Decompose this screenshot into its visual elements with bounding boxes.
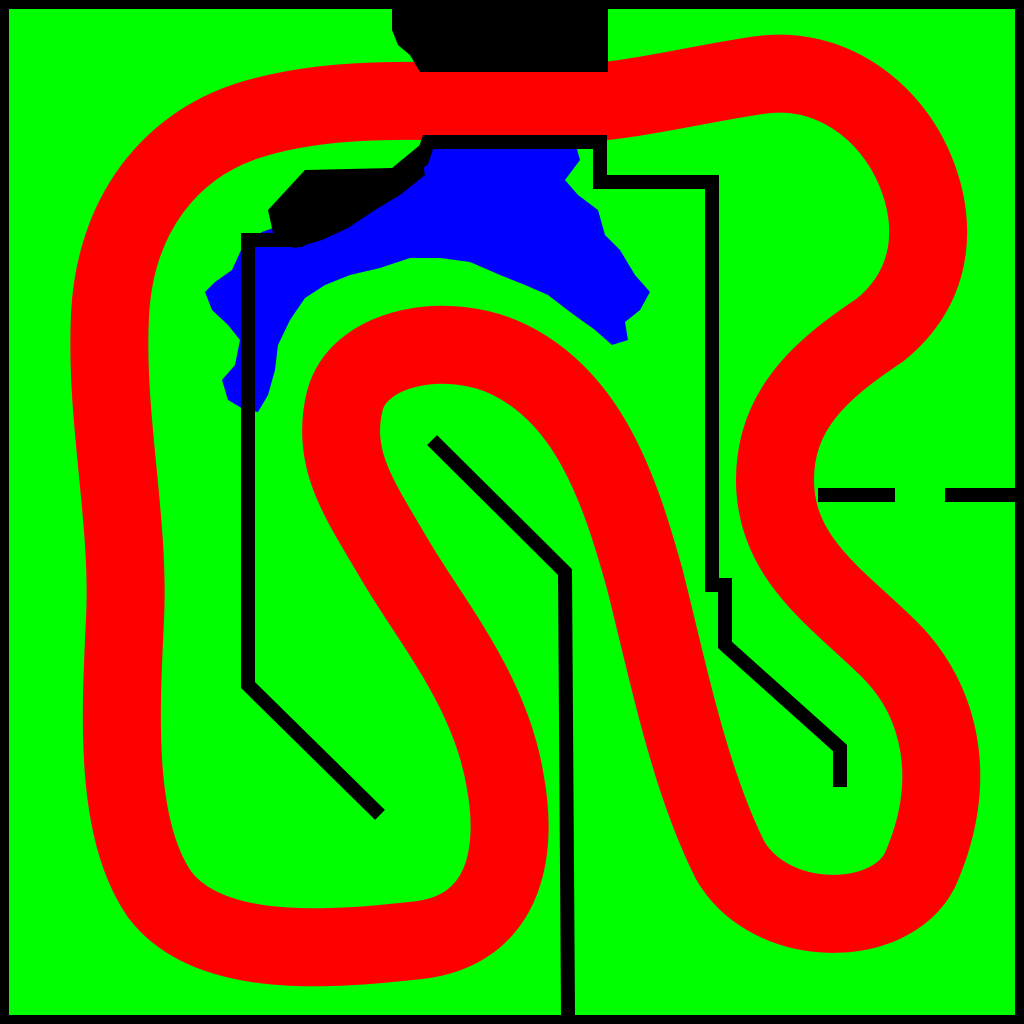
- top-gate-block: [392, 9, 608, 72]
- race-track: [70, 34, 981, 987]
- wall-lines: [241, 135, 1022, 1023]
- center-wall: [427, 435, 576, 1023]
- water-pond: [205, 142, 650, 412]
- wall-block: [268, 145, 425, 248]
- right-wall: [593, 135, 847, 787]
- left-wall: [241, 135, 607, 820]
- black-obstacles: [268, 9, 608, 248]
